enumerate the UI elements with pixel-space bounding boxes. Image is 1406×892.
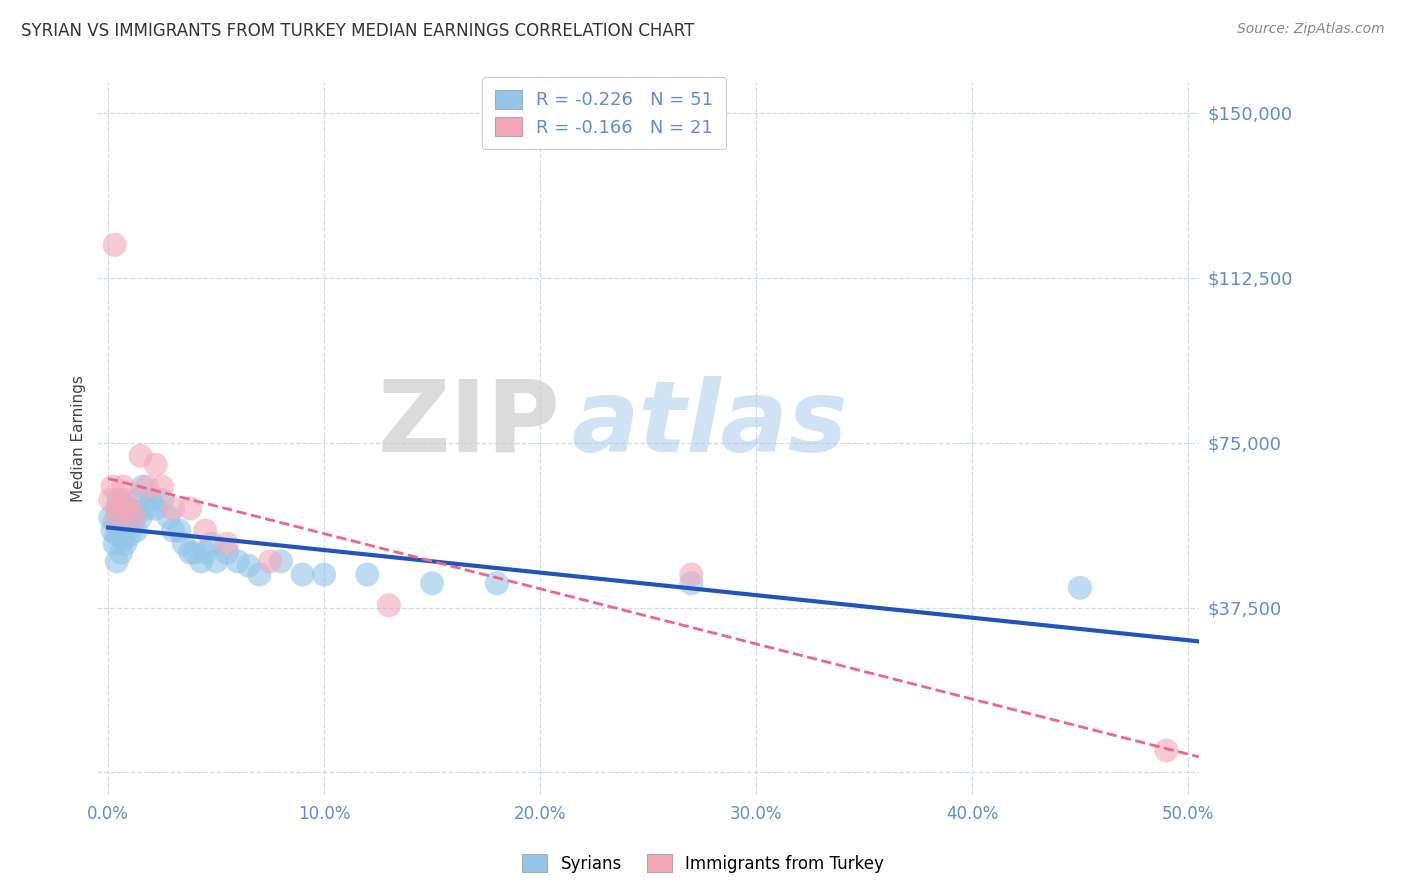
- Point: [150, 492, 173, 507]
- Point: [112, 501, 135, 516]
- Point: [173, 537, 195, 551]
- Point: [105, 510, 128, 524]
- Point: [105, 528, 128, 542]
- Point: [179, 501, 201, 516]
- Point: [194, 545, 217, 559]
- Point: [114, 537, 136, 551]
- Point: [98, 510, 121, 524]
- Point: [420, 576, 443, 591]
- Point: [238, 558, 260, 573]
- Point: [150, 480, 173, 494]
- Point: [108, 492, 131, 507]
- Point: [356, 567, 378, 582]
- Point: [157, 510, 180, 524]
- Point: [162, 501, 184, 516]
- Point: [378, 599, 401, 613]
- Point: [190, 554, 212, 568]
- Point: [145, 458, 167, 472]
- Point: [122, 510, 145, 524]
- Point: [98, 492, 121, 507]
- Point: [122, 510, 145, 524]
- Point: [112, 533, 135, 547]
- Point: [314, 567, 336, 582]
- Point: [136, 480, 159, 494]
- Point: [110, 515, 132, 529]
- Point: [108, 510, 131, 524]
- Point: [136, 501, 159, 516]
- Point: [162, 524, 184, 538]
- Point: [1069, 581, 1091, 595]
- Point: [183, 545, 205, 559]
- Point: [129, 449, 152, 463]
- Point: [104, 515, 127, 529]
- Text: atlas: atlas: [571, 376, 848, 473]
- Point: [145, 501, 167, 516]
- Point: [108, 501, 131, 516]
- Point: [205, 554, 228, 568]
- Legend: Syrians, Immigrants from Turkey: Syrians, Immigrants from Turkey: [516, 847, 890, 880]
- Point: [112, 480, 135, 494]
- Point: [110, 545, 132, 559]
- Point: [259, 554, 281, 568]
- Point: [485, 576, 508, 591]
- Point: [117, 519, 139, 533]
- Point: [108, 524, 131, 538]
- Point: [104, 537, 127, 551]
- Point: [118, 501, 141, 516]
- Point: [681, 567, 703, 582]
- Point: [247, 567, 270, 582]
- Point: [118, 501, 141, 516]
- Legend: R = -0.226   N = 51, R = -0.166   N = 21: R = -0.226 N = 51, R = -0.166 N = 21: [482, 77, 725, 149]
- Text: ZIP: ZIP: [377, 376, 560, 473]
- Point: [114, 510, 136, 524]
- Point: [125, 524, 148, 538]
- Point: [129, 510, 152, 524]
- Text: SYRIAN VS IMMIGRANTS FROM TURKEY MEDIAN EARNINGS CORRELATION CHART: SYRIAN VS IMMIGRANTS FROM TURKEY MEDIAN …: [21, 22, 695, 40]
- Point: [127, 492, 149, 507]
- Point: [215, 545, 238, 559]
- Point: [118, 528, 141, 542]
- Point: [101, 524, 124, 538]
- Point: [105, 501, 128, 516]
- Text: Source: ZipAtlas.com: Source: ZipAtlas.com: [1237, 22, 1385, 37]
- Point: [194, 524, 217, 538]
- Point: [681, 576, 703, 591]
- Point: [201, 537, 224, 551]
- Point: [131, 480, 153, 494]
- Point: [121, 515, 143, 529]
- Point: [105, 554, 128, 568]
- Point: [291, 567, 314, 582]
- Point: [141, 492, 163, 507]
- Point: [101, 480, 124, 494]
- Point: [114, 492, 136, 507]
- Point: [226, 554, 249, 568]
- Point: [179, 545, 201, 559]
- Point: [270, 554, 292, 568]
- Y-axis label: Median Earnings: Median Earnings: [72, 375, 86, 501]
- Point: [215, 537, 238, 551]
- Point: [1156, 743, 1178, 757]
- Point: [104, 237, 127, 252]
- Point: [169, 524, 191, 538]
